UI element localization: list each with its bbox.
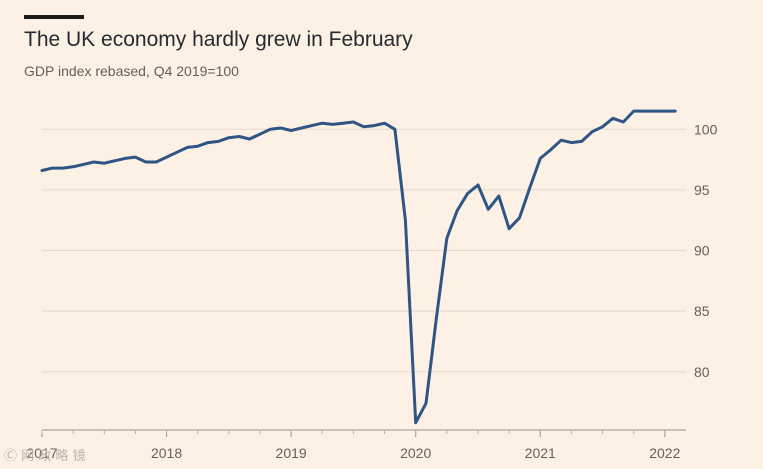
header-rule xyxy=(24,15,84,19)
x-tick-label: 2017 xyxy=(26,445,57,461)
chart-subtitle: GDP index rebased, Q4 2019=100 xyxy=(24,63,239,79)
x-tick-label: 2021 xyxy=(525,445,556,461)
x-tick-label: 2019 xyxy=(276,445,307,461)
y-tick-label: 95 xyxy=(694,182,710,198)
y-tick-label: 90 xyxy=(694,243,710,259)
y-tick-label: 80 xyxy=(694,364,710,380)
chart-title: The UK economy hardly grew in February xyxy=(24,28,413,51)
x-tick-label: 2020 xyxy=(400,445,431,461)
x-tick-label: 2018 xyxy=(151,445,182,461)
y-tick-label: 100 xyxy=(694,121,718,137)
series-line-gdp-index xyxy=(40,109,677,425)
x-tick-label: 2022 xyxy=(649,445,680,461)
y-tick-label: 85 xyxy=(694,303,710,319)
watermark: Ⓒ 网 政 略 镜 xyxy=(4,449,86,464)
